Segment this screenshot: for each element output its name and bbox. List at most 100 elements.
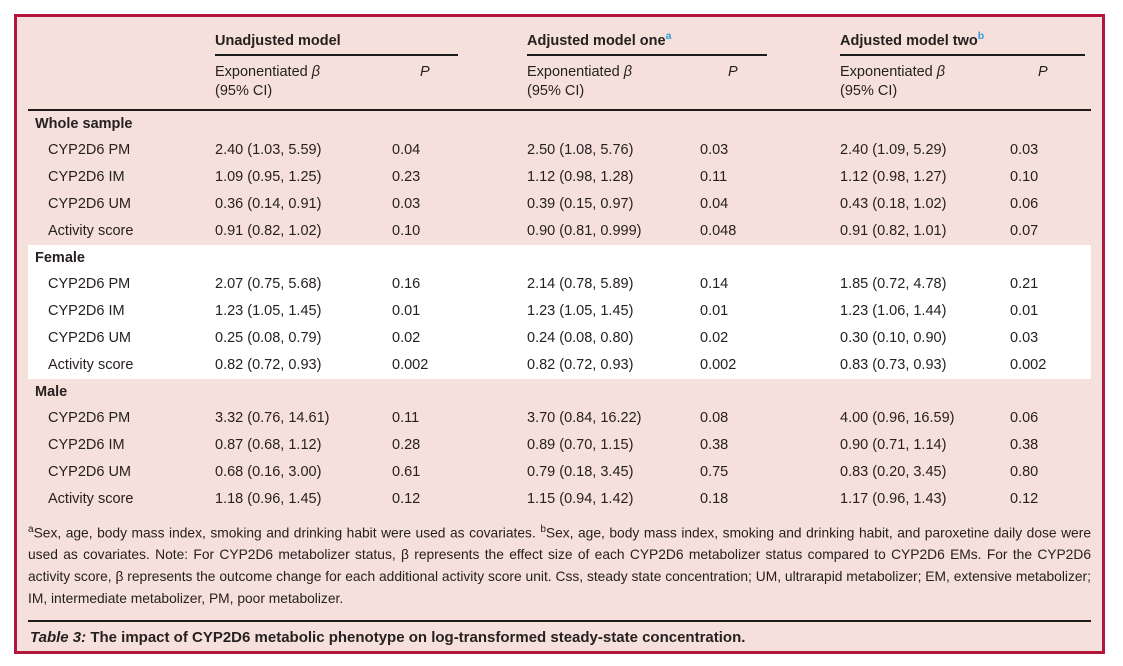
beta-ci-cell: 1.15 (0.94, 1.42) (527, 491, 634, 508)
beta-symbol: β (936, 64, 946, 80)
beta-ci-cell: 0.83 (0.73, 0.93) (840, 351, 1011, 379)
table-row: Activity score 0.82 (0.72, 0.93) 0.002 0.82… (28, 351, 1092, 379)
column-header-row: Exponentiated β (95% CI) P Exponentiated … (28, 56, 1092, 111)
group-superscript-a: a (665, 30, 672, 43)
beta-ci-cell: 0.82 (0.72, 0.93) (215, 351, 392, 379)
row-label: CYP2D6 UM (48, 196, 131, 213)
table-row: CYP2D6 PM 2.07 (0.75, 5.68) 0.16 2.14 (0.78… (28, 270, 1092, 298)
p-value-cell: 0.10 (392, 223, 421, 240)
p-value-cell: 0.01 (1010, 297, 1092, 325)
p-value-cell: 0.18 (700, 491, 729, 508)
p-value-cell: 0.07 (1010, 223, 1039, 240)
ci-label: (95% CI) (840, 82, 898, 99)
beta-ci-cell: 2.40 (1.03, 5.59) (215, 142, 322, 159)
p-value-cell: 0.12 (1010, 491, 1039, 508)
footnote: aSex, age, body mass index, smoking and … (28, 522, 1091, 611)
row-label: Activity score (28, 351, 215, 379)
row-label: CYP2D6 UM (28, 324, 215, 352)
beta-ci-cell: 1.23 (1.05, 1.45) (527, 297, 700, 325)
p-value-cell: 0.02 (700, 324, 841, 352)
col-header-exp-beta-3: Exponentiated β (95% CI) (840, 56, 1011, 111)
beta-ci-cell: 2.07 (0.75, 5.68) (215, 270, 392, 298)
beta-ci-cell: 0.90 (0.71, 1.14) (840, 437, 947, 454)
beta-ci-cell: 4.00 (0.96, 16.59) (840, 410, 955, 427)
p-value-cell: 0.14 (700, 270, 841, 298)
p-value-cell: 0.01 (700, 297, 841, 325)
p-value-cell: 0.28 (392, 437, 421, 454)
group-superscript-b: b (977, 30, 985, 43)
beta-ci-cell: 2.14 (0.78, 5.89) (527, 270, 700, 298)
exp-beta-label: Exponentiated (215, 64, 308, 80)
row-label: Activity score (48, 491, 134, 508)
p-value-cell: 0.002 (1010, 351, 1092, 379)
beta-ci-cell: 1.12 (0.98, 1.28) (527, 169, 634, 186)
beta-ci-cell: 3.32 (0.76, 14.61) (215, 410, 330, 427)
row-label: CYP2D6 PM (48, 142, 131, 159)
beta-ci-cell: 0.82 (0.72, 0.93) (527, 351, 700, 379)
section-name: Male (35, 383, 68, 400)
p-value-cell: 0.03 (700, 142, 729, 159)
footnote-sup-a: a (28, 523, 34, 535)
results-table: Unadjusted model Adjusted model onea Adj… (28, 23, 1092, 513)
p-value-cell: 0.11 (700, 169, 728, 186)
corner-empty-cell (28, 56, 215, 111)
ci-label: (95% CI) (215, 82, 273, 99)
table-row: CYP2D6 IM 0.87 (0.68, 1.12) 0.28 0.89 (0.70… (28, 432, 1091, 459)
caption-text: The impact of CYP2D6 metabolic phenotype… (90, 628, 746, 646)
p-value-cell: 0.80 (1010, 464, 1039, 481)
group-header-row: Unadjusted model Adjusted model onea Adj… (28, 23, 1091, 56)
beta-ci-cell: 2.50 (1.08, 5.76) (527, 142, 634, 159)
row-label: CYP2D6 PM (28, 270, 215, 298)
p-label: P (1038, 64, 1048, 80)
p-value-cell: 0.03 (1010, 142, 1039, 159)
p-value-cell: 0.06 (1010, 196, 1039, 213)
caption-label: Table 3: (30, 628, 87, 646)
table-row: CYP2D6 IM 1.09 (0.95, 1.25) 0.23 1.12 (0.98… (28, 164, 1091, 191)
table-row: CYP2D6 IM 1.23 (1.05, 1.45) 0.01 1.23 (1.05… (28, 297, 1092, 325)
table-row: CYP2D6 UM 0.68 (0.16, 3.00) 0.61 0.79 (0.18… (28, 459, 1091, 486)
p-value-cell: 0.08 (700, 410, 729, 427)
p-value-cell: 0.02 (392, 324, 527, 352)
beta-ci-cell: 0.91 (0.82, 1.01) (840, 223, 947, 240)
p-value-cell: 0.04 (700, 196, 729, 213)
ci-label: (95% CI) (527, 82, 585, 99)
p-value-cell: 0.11 (392, 410, 420, 427)
p-value-cell: 0.10 (1010, 169, 1039, 186)
p-label: P (728, 64, 738, 80)
row-label: CYP2D6 PM (48, 410, 131, 427)
p-value-cell: 0.01 (392, 297, 527, 325)
p-label: P (420, 64, 430, 80)
p-value-cell: 0.75 (700, 464, 729, 481)
beta-ci-cell: 0.43 (0.18, 1.02) (840, 196, 947, 213)
beta-ci-cell: 0.90 (0.81, 0.999) (527, 223, 642, 240)
beta-ci-cell: 0.89 (0.70, 1.15) (527, 437, 634, 454)
p-value-cell: 0.03 (392, 196, 421, 213)
footnote-sup-b: b (540, 523, 546, 535)
table-row: Activity score 0.91 (0.82, 1.02) 0.10 0.90 … (28, 218, 1091, 245)
group-label: Unadjusted model (215, 33, 341, 49)
table-row: CYP2D6 PM 2.40 (1.03, 5.59) 0.04 2.50 (1.08… (28, 137, 1091, 164)
p-value-cell: 0.16 (392, 270, 527, 298)
p-value-cell: 0.21 (1010, 270, 1092, 298)
beta-ci-cell: 2.40 (1.09, 5.29) (840, 142, 947, 159)
group-label: Adjusted model two (840, 33, 978, 49)
group-label: Adjusted model one (527, 33, 666, 49)
group-header-unadjusted: Unadjusted model (215, 23, 527, 56)
table-caption: Table 3: The impact of CYP2D6 metabolic … (28, 622, 1091, 646)
col-header-p-3: P (1010, 56, 1092, 111)
col-header-p-1: P (392, 56, 527, 111)
beta-ci-cell: 1.18 (0.96, 1.45) (215, 491, 322, 508)
beta-symbol: β (311, 64, 321, 80)
beta-ci-cell: 0.83 (0.20, 3.45) (840, 464, 947, 481)
footnote-text-b: Sex, age, body mass index, smoking and d… (28, 525, 1091, 607)
table-body: Whole sample CYP2D6 PM 2.40 (1.03, 5.59) 0.… (28, 111, 1092, 513)
table-panel: Unadjusted model Adjusted model onea Adj… (14, 14, 1105, 654)
beta-ci-cell: 0.24 (0.08, 0.80) (527, 324, 700, 352)
p-value-cell: 0.12 (392, 491, 421, 508)
group-header-adjusted-one: Adjusted model onea (527, 23, 840, 56)
section-name: Female (28, 244, 1092, 271)
beta-ci-cell: 0.87 (0.68, 1.12) (215, 437, 322, 454)
beta-ci-cell: 0.36 (0.14, 0.91) (215, 196, 322, 213)
p-value-cell: 0.04 (392, 142, 421, 159)
p-value-cell: 0.03 (1010, 324, 1092, 352)
